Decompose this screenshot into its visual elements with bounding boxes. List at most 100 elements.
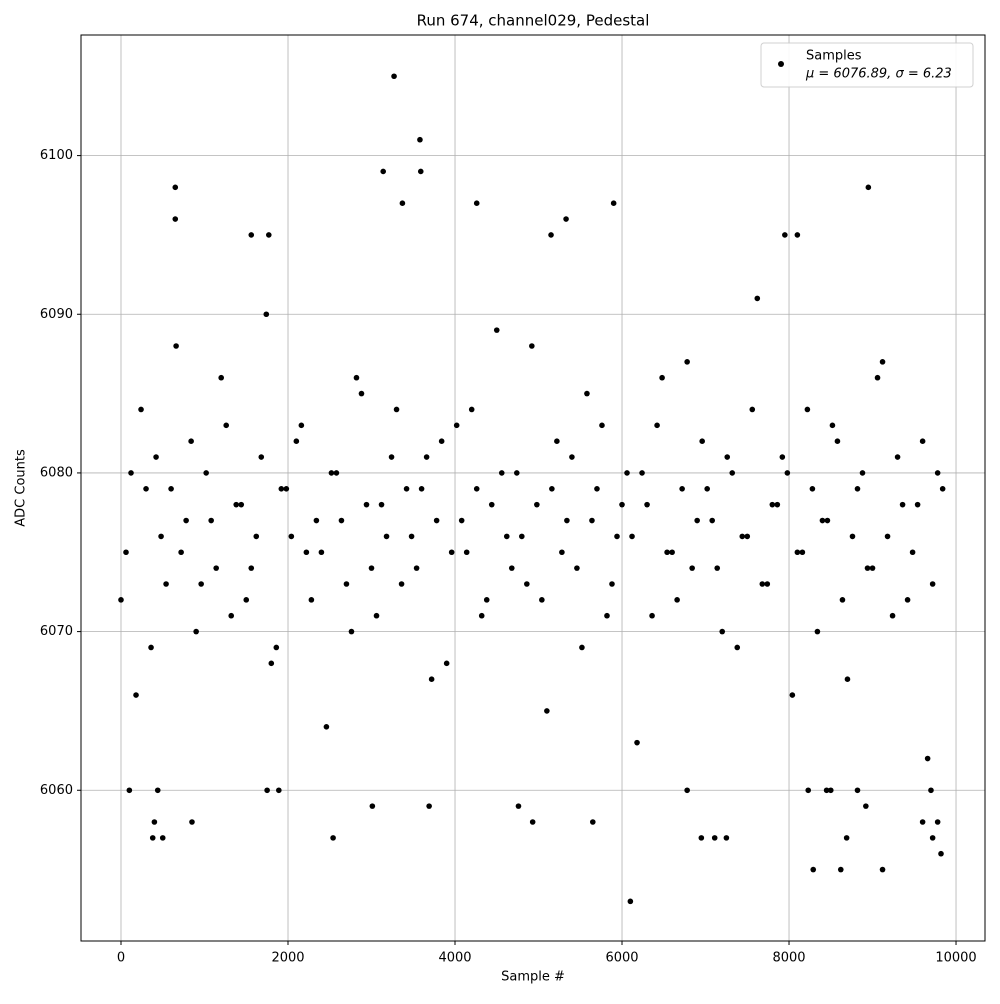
point [423,454,430,460]
point [380,168,386,175]
plot-frame [80,34,986,942]
point [433,517,440,524]
point [330,835,336,841]
point [894,454,901,460]
point [824,517,831,524]
point [679,485,685,492]
point [644,501,650,508]
point [408,533,415,540]
point [333,470,340,476]
point [629,533,635,540]
point [172,216,179,222]
legend-note: μ = 6076.89, σ = 6.23 [805,67,952,82]
point [759,581,766,587]
point [391,73,397,80]
y-tick-label: 6060 [40,783,73,798]
x-tick-label: 2000 [271,951,304,966]
point [159,835,166,841]
x-tick-label: 8000 [772,951,805,966]
point [151,819,158,825]
point [794,232,801,238]
point [919,438,926,444]
point [363,501,370,508]
point [554,438,560,444]
point [188,438,194,444]
point [172,184,179,191]
point [929,581,936,587]
point [213,565,219,571]
point [399,200,406,206]
point [378,501,385,508]
point [844,676,851,682]
point [288,533,295,540]
point [478,612,485,619]
point [313,517,320,524]
x-axis-label: Sample # [501,970,565,985]
point [428,676,435,682]
point [278,485,285,492]
point [879,866,886,873]
point [193,628,199,635]
point [373,612,380,619]
point [563,216,569,222]
point [483,597,490,603]
point [233,501,240,508]
point [358,390,365,397]
point [769,501,776,508]
point [899,501,906,508]
point [823,787,830,794]
point [383,533,390,540]
point [198,581,204,587]
point [268,660,275,667]
legend-box [760,42,974,88]
point [264,787,270,794]
point [223,422,230,429]
point [417,168,424,175]
point [669,549,675,556]
point [328,470,335,476]
point [539,597,545,603]
point [784,470,791,476]
point [749,406,756,413]
point [805,787,812,794]
point [473,200,480,206]
point [819,517,826,524]
point [698,835,705,841]
point [594,485,600,492]
point [809,485,816,492]
point [689,565,695,571]
point [388,454,395,460]
point [158,533,164,540]
point [934,819,941,825]
point [515,803,522,809]
point [203,470,209,476]
chart-title: Run 674, channel029, Pedestal [417,12,650,30]
point [343,581,350,587]
point [243,597,250,603]
point [639,470,645,476]
point [548,232,554,238]
point [468,406,475,413]
point [564,517,570,524]
point [549,485,555,492]
point [168,485,174,492]
point [699,438,705,444]
point [276,787,282,794]
point [854,787,861,794]
point [744,533,751,540]
point [704,485,710,492]
point [739,533,746,540]
point [610,200,617,206]
point [118,597,124,603]
point [418,485,425,492]
point [519,533,525,540]
point [934,470,941,476]
point [879,359,886,365]
point [924,755,931,762]
point [248,565,255,571]
point [909,549,916,556]
point [604,612,610,619]
point [624,470,630,476]
point [714,565,721,571]
